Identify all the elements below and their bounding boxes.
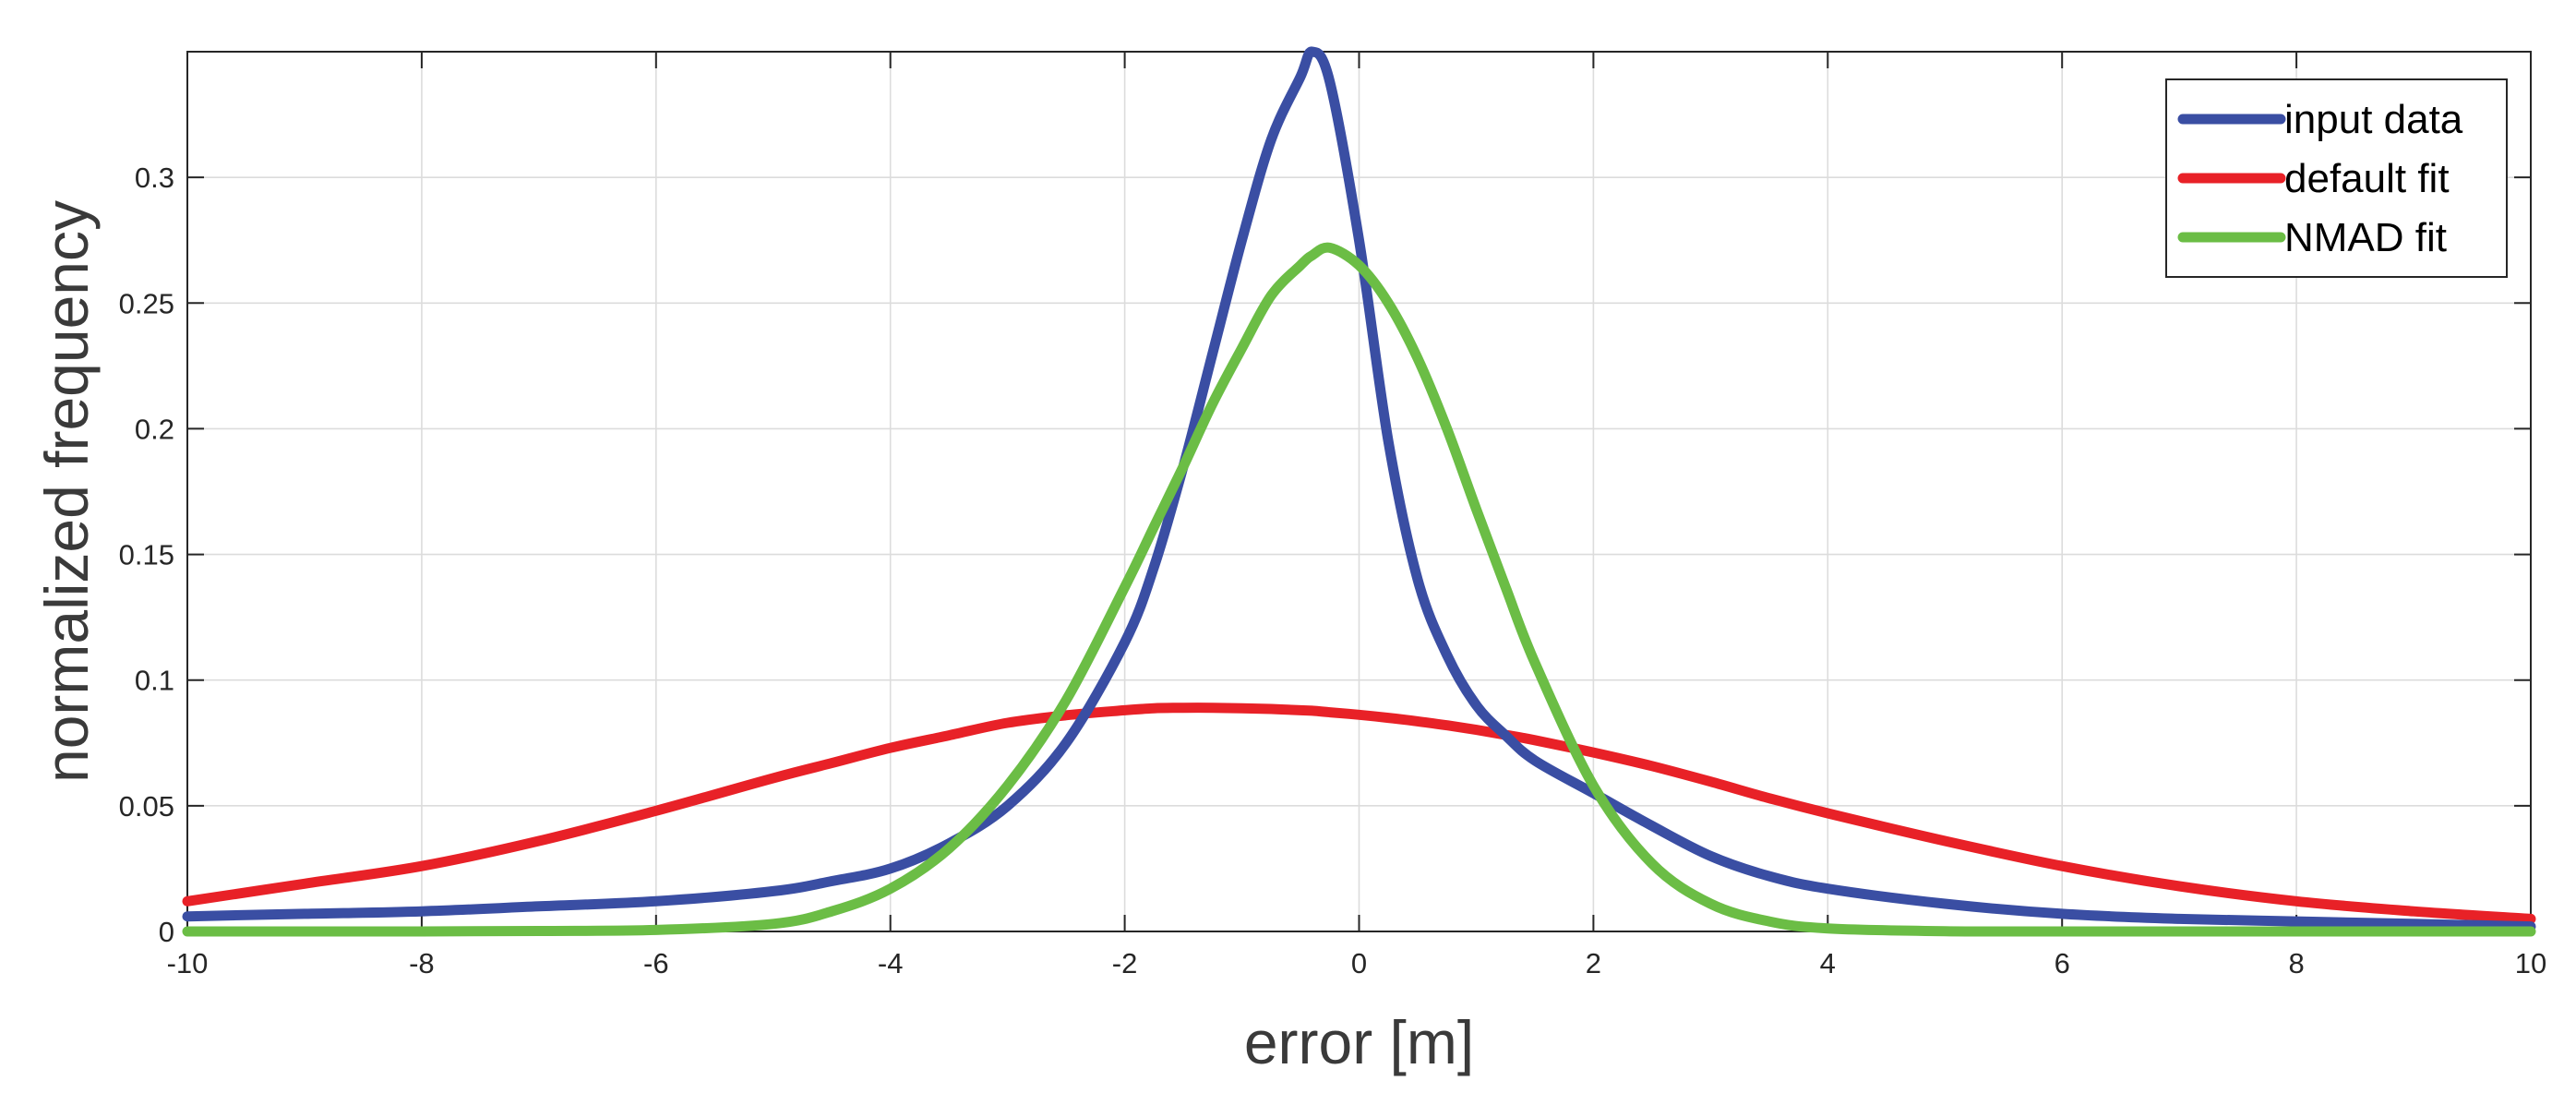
y-axis-label: normalized frequency (32, 200, 101, 783)
series-line-nmad-fit (182, 242, 2536, 937)
x-tick-label: 10 (2515, 947, 2546, 979)
series-layer (182, 46, 2536, 937)
y-tick-label: 0.3 (135, 162, 174, 194)
series-line-default-fit (182, 703, 2536, 924)
y-tick-label: 0.2 (135, 413, 174, 445)
y-tick-label: 0.05 (119, 790, 174, 823)
y-tick-label: 0.25 (119, 287, 174, 319)
legend-entry-default-fit: default fit (2284, 156, 2450, 201)
x-tick-label: -4 (878, 947, 904, 979)
x-tick-label: -8 (409, 947, 435, 979)
tick-labels: -10 -8 -6 -4 -2 0 2 4 6 8 10 0 0.05 0.1 0.15 0.2 0.25 0.3 (119, 162, 2547, 979)
x-tick-label: 0 (1351, 947, 1367, 979)
x-tick-label: 4 (1820, 947, 1836, 979)
x-tick-label: -6 (643, 947, 669, 979)
legend-entry-nmad-fit: NMAD fit (2284, 215, 2447, 260)
legend: input data default fit NMAD fit (2165, 78, 2508, 278)
x-tick-label: -2 (1112, 947, 1138, 979)
y-tick-label: 0 (159, 916, 174, 948)
legend-entry-input-data: input data (2284, 97, 2463, 142)
x-tick-label: 8 (2288, 947, 2304, 979)
series-line-input-data (182, 46, 2536, 932)
x-tick-label: 2 (1586, 947, 1601, 979)
y-tick-label: 0.15 (119, 539, 174, 571)
y-tick-label: 0.1 (135, 665, 174, 697)
x-axis-label: error [m] (1244, 1008, 1474, 1076)
x-tick-label: -10 (167, 947, 209, 979)
x-tick-label: 6 (2055, 947, 2070, 979)
